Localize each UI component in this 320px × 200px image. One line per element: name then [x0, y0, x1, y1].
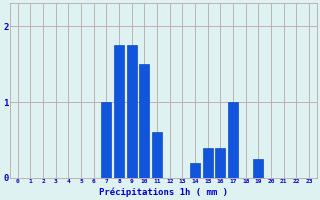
- Bar: [127, 45, 137, 178]
- Bar: [203, 148, 213, 178]
- Bar: [114, 45, 124, 178]
- Bar: [101, 102, 111, 178]
- Bar: [139, 64, 149, 178]
- Bar: [215, 148, 225, 178]
- Bar: [152, 132, 162, 178]
- Bar: [190, 163, 200, 178]
- X-axis label: Précipitations 1h ( mm ): Précipitations 1h ( mm ): [99, 187, 228, 197]
- Bar: [228, 102, 238, 178]
- Bar: [253, 159, 263, 178]
